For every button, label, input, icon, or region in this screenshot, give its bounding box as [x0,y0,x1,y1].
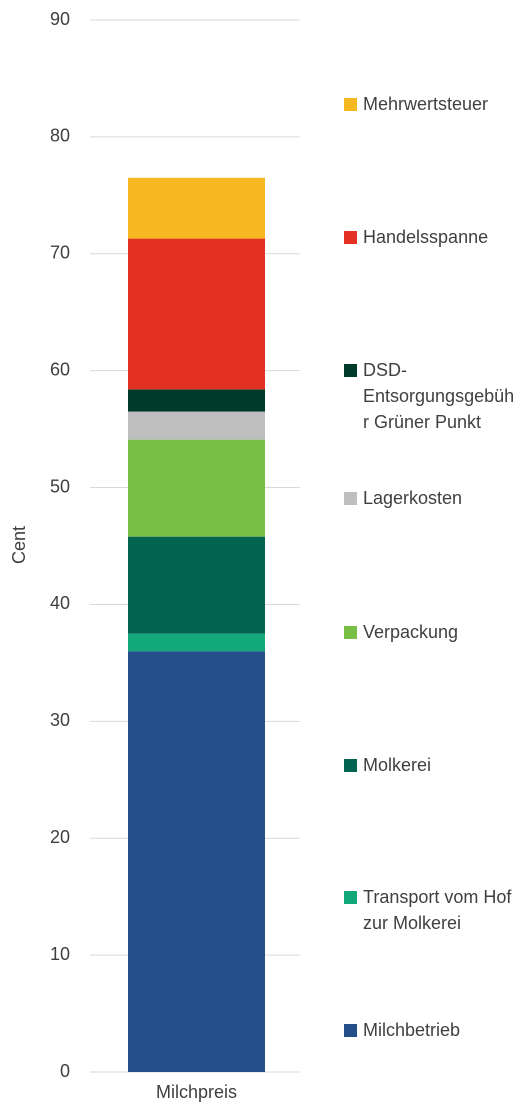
y-tick-label: 0 [60,1061,70,1081]
legend-label: Molkerei [363,755,432,775]
bar-segment [128,411,265,440]
legend-swatch [344,626,357,639]
legend-item: DSD-Entsorgungsgebühr Grüner Punkt [344,357,515,435]
legend-item: Mehrwertsteuer [344,91,515,117]
bar-segment [128,651,265,1072]
y-tick-label: 50 [50,476,70,496]
bar-segment [128,177,265,239]
legend-label: Transport vom Hof zur Molkerei [363,887,512,933]
legend-label: Lagerkosten [363,488,463,508]
legend-label: Mehrwertsteuer [363,94,489,114]
bar-segment [128,389,265,412]
y-tick-label: 90 [50,9,70,29]
legend-swatch [344,1024,357,1037]
legend-label: Milchbetrieb [363,1020,461,1040]
legend-label: Handelsspanne [363,227,489,247]
legend-swatch [344,364,357,377]
bar-segment [128,633,265,652]
legend-swatch [344,231,357,244]
y-tick-label: 40 [50,593,70,613]
legend-item: Verpackung [344,619,515,645]
legend-item: Handelsspanne [344,224,515,250]
legend-swatch [344,891,357,904]
y-tick-label: 10 [50,944,70,964]
legend-item: Transport vom Hof zur Molkerei [344,884,515,936]
y-tick-label: 20 [50,827,70,847]
x-tick-label: Milchpreis [156,1082,237,1102]
legend-swatch [344,98,357,111]
y-tick-label: 70 [50,243,70,263]
y-tick-label: 30 [50,710,70,730]
bar-segment [128,439,265,537]
legend-item: Milchbetrieb [344,1017,515,1043]
bar-segment [128,536,265,634]
legend-swatch [344,759,357,772]
legend-swatch [344,492,357,505]
legend-label: DSD-Entsorgungsgebühr Grüner Punkt [363,360,515,432]
legend-item: Lagerkosten [344,485,515,511]
bar-segment [128,238,265,390]
legend-item: Molkerei [344,752,515,778]
legend-label: Verpackung [363,622,459,642]
y-tick-label: 80 [50,126,70,146]
y-tick-label: 60 [50,359,70,379]
y-axis-label: Cent [9,526,29,564]
